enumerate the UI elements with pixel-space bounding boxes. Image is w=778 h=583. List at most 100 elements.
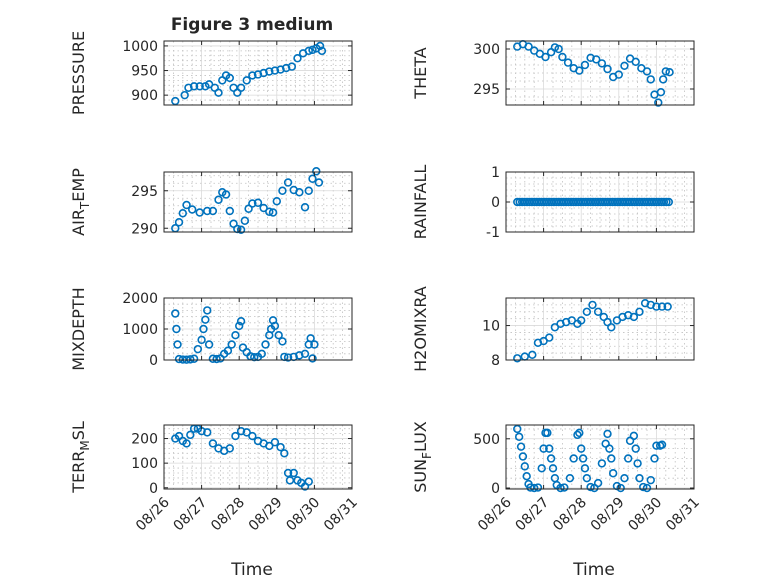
data-point (274, 331, 283, 340)
data-point (314, 178, 324, 187)
data-point (665, 67, 674, 77)
data-point (193, 344, 203, 354)
x-axis-label-left: Time (230, 560, 273, 580)
y-tick-label: 1000 (122, 322, 158, 338)
data-point (276, 442, 285, 452)
data-point (265, 441, 274, 451)
data-point (282, 63, 291, 73)
axis-frame (505, 40, 695, 106)
data-point (565, 473, 575, 483)
data-point (652, 302, 661, 311)
data-point (203, 306, 212, 315)
data-point (524, 42, 533, 51)
data-point (563, 58, 573, 67)
y-axis-label-sub: F (420, 452, 434, 459)
data-point (597, 59, 607, 68)
data-point (308, 45, 317, 55)
y-axis-label: MIXDEPTH (69, 287, 88, 370)
data-point (522, 472, 531, 481)
y-axis-label-main: AIR (69, 209, 88, 236)
y-axis-label-sub: M (78, 440, 92, 450)
data-point (554, 44, 563, 54)
data-point (278, 337, 287, 346)
data-point (250, 353, 259, 362)
data-point (576, 444, 586, 453)
y-tick-label: 0 (149, 353, 158, 369)
data-point (513, 354, 522, 363)
data-point (223, 346, 233, 355)
y-axis-label: SUNFLUX (411, 421, 434, 493)
axis-frame (163, 424, 353, 490)
data-point (261, 340, 270, 349)
data-point (317, 46, 327, 56)
data-point (242, 428, 251, 437)
data-point (195, 82, 204, 91)
subplot-3: 290 295 AIRTEMP (69, 167, 353, 237)
data-point (569, 454, 578, 463)
data-point (629, 312, 639, 322)
data-point (545, 444, 554, 453)
data-point (182, 200, 191, 210)
y-tick-label: 500 (473, 432, 500, 448)
data-point (623, 454, 633, 463)
data-point (235, 321, 244, 331)
y-tick-label: -1 (486, 225, 500, 241)
y-tick-label: 1 (491, 165, 500, 181)
y-tick-label: 950 (131, 64, 158, 80)
data-point (272, 197, 281, 206)
data-point (603, 429, 612, 439)
data-point (546, 454, 556, 463)
data-point (315, 41, 325, 51)
data-point (236, 426, 246, 436)
y-axis-label: THETA (411, 47, 430, 99)
data-point (225, 444, 235, 453)
data-point (537, 464, 546, 473)
y-axis-label-main: RAINFALL (411, 165, 430, 240)
data-point (257, 349, 266, 358)
data-point (231, 331, 240, 340)
y-axis-label-after: SL (69, 421, 88, 440)
data-point (189, 354, 199, 363)
data-point (654, 98, 663, 107)
y-tick-label: 295 (131, 184, 158, 200)
data-point (592, 55, 601, 64)
data-point (283, 468, 293, 478)
data-point (629, 431, 639, 441)
data-point (608, 469, 618, 478)
data-point (639, 482, 648, 492)
data-point (582, 473, 592, 483)
data-point (603, 64, 612, 74)
y-tick-label: 0 (491, 195, 500, 211)
data-point (201, 315, 210, 324)
data-point (248, 199, 257, 208)
y-tick-label: 8 (491, 353, 500, 369)
data-point (631, 444, 640, 453)
data-point (528, 350, 537, 360)
data-point (646, 75, 655, 84)
data-point (295, 351, 304, 360)
y-axis-label: RAINFALL (411, 165, 430, 240)
data-point (199, 324, 208, 334)
data-point (516, 442, 526, 451)
data-point (265, 207, 274, 216)
data-point (265, 67, 274, 76)
y-axis-label: TERRMSL (69, 421, 92, 494)
data-point (203, 206, 212, 216)
data-point (614, 70, 623, 79)
data-point (588, 300, 597, 310)
data-point (221, 190, 231, 199)
y-axis-label-after: LUX (411, 421, 430, 452)
data-point (186, 355, 195, 364)
data-point (580, 464, 590, 473)
data-point (227, 340, 236, 349)
data-point (582, 307, 592, 316)
data-point (548, 464, 558, 473)
data-point (280, 449, 289, 458)
y-axis-label-sub: T (78, 201, 92, 210)
data-point (308, 174, 317, 183)
data-point (558, 52, 567, 62)
data-point (578, 454, 588, 463)
data-point (580, 60, 590, 70)
data-point (295, 188, 304, 197)
